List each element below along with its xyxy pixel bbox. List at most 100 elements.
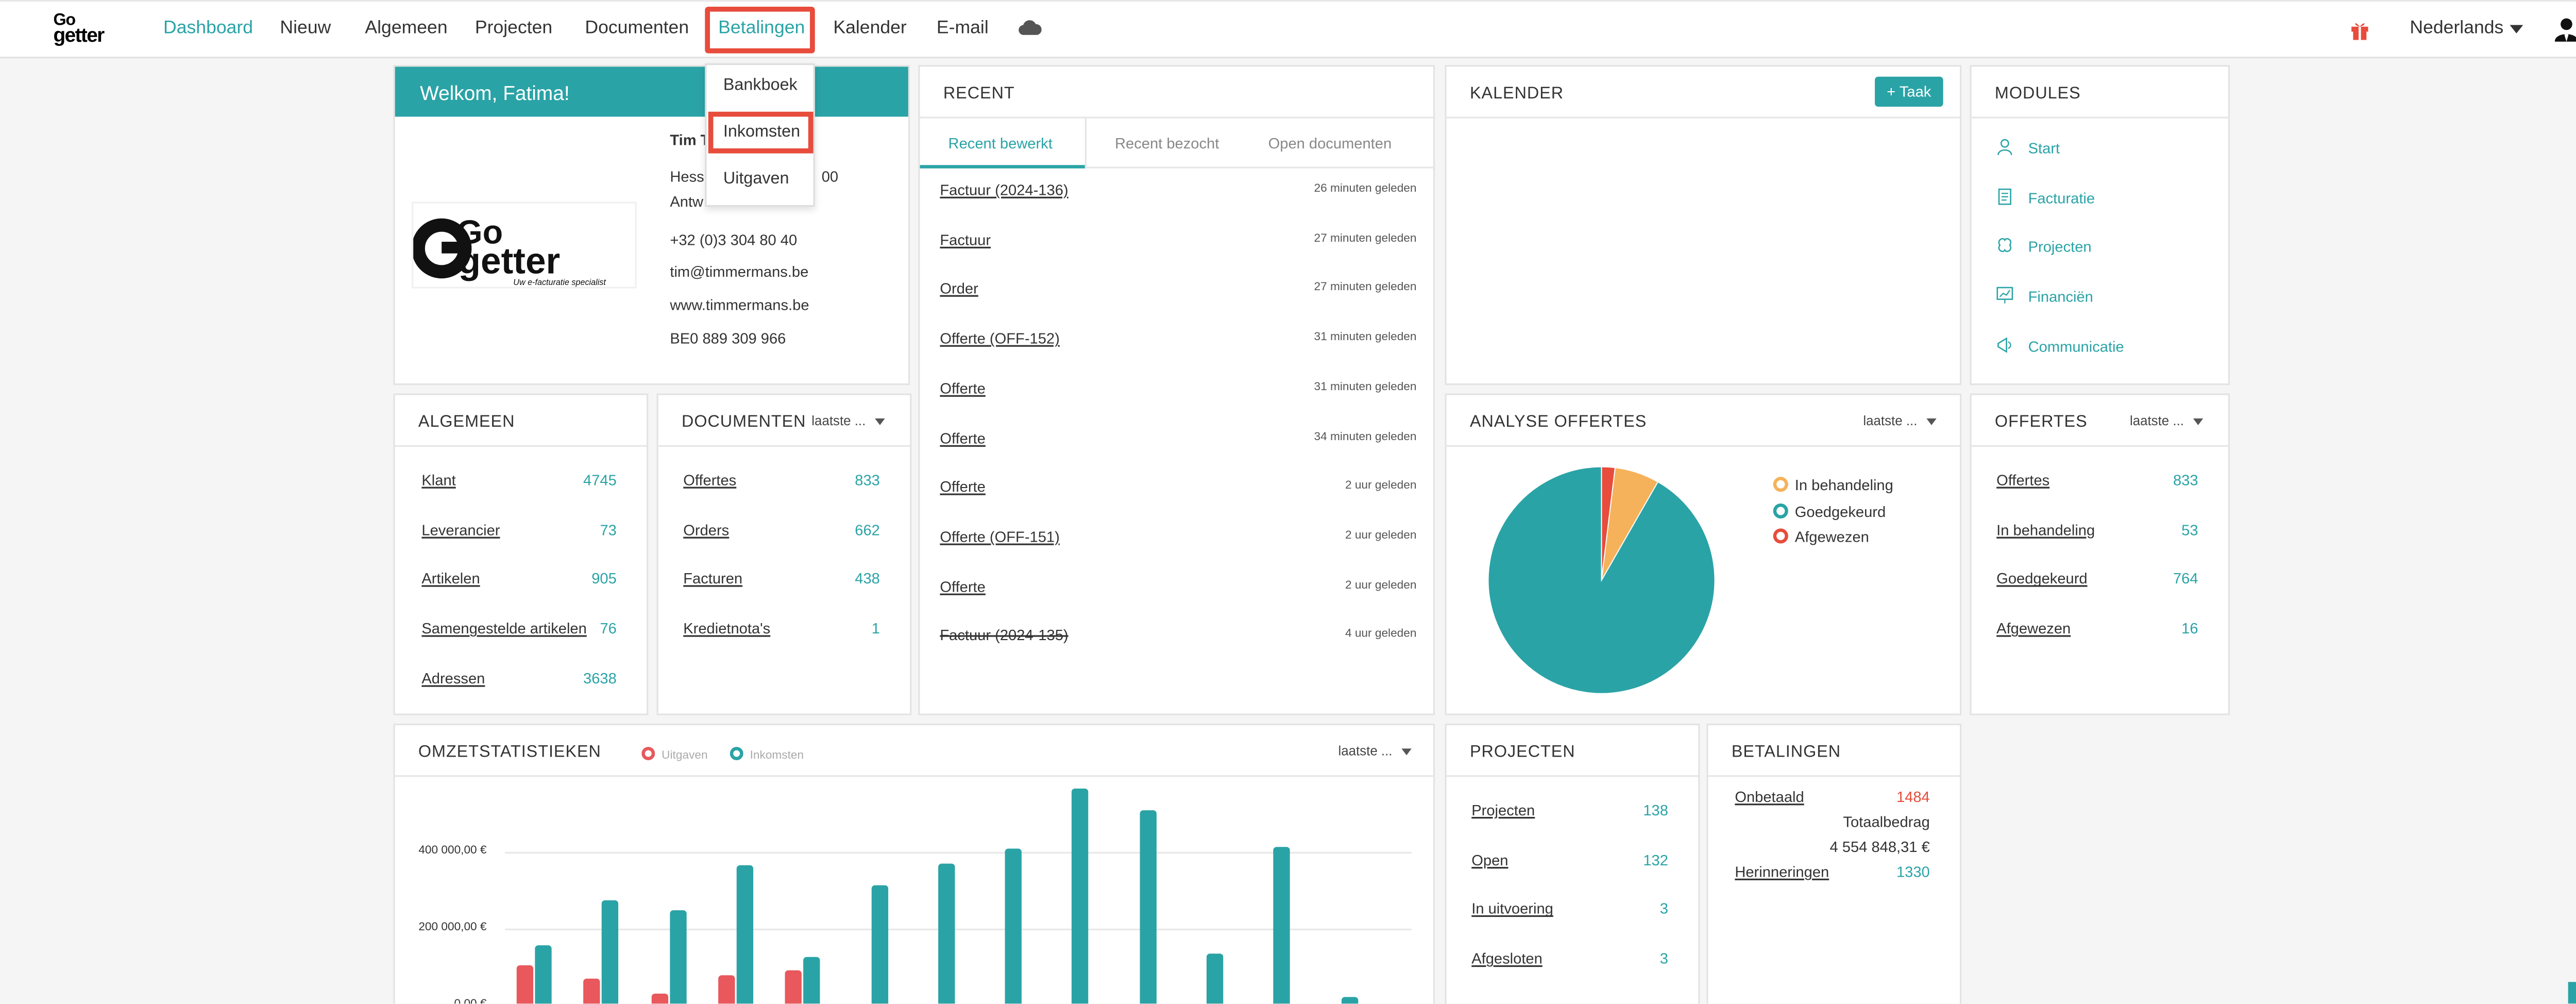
herinneringen-link[interactable]: Herinneringen	[1735, 863, 1829, 880]
menu-item-bankboek[interactable]: Bankboek	[723, 76, 798, 95]
logo-tagline: Uw e-facturatie specialist	[513, 278, 606, 287]
bar-inkomsten[interactable]	[1005, 848, 1022, 1004]
chevron-down-icon	[2510, 24, 2524, 33]
tab-divider	[1084, 118, 1087, 169]
welcome-panel: Welkom, Fatima! Go getter Uw e-facturati…	[393, 65, 910, 386]
module-financien[interactable]: Financiën	[1996, 287, 2093, 305]
nav-algemeen[interactable]: Algemeen	[365, 18, 448, 39]
module-projecten[interactable]: Projecten	[1996, 237, 2092, 255]
gift-icon[interactable]	[2350, 20, 2370, 40]
documenten-row-link[interactable]: Kredietnota's	[683, 620, 771, 637]
legend-dot-red	[1773, 528, 1788, 544]
offertes-row-link[interactable]: Afgewezen	[1996, 620, 2071, 637]
projecten-row-link[interactable]: Projecten	[1471, 801, 1535, 819]
menu-item-uitgaven[interactable]: Uitgaven	[723, 170, 789, 189]
logo-text-getter: getter	[53, 23, 105, 47]
cloud-icon[interactable]	[1018, 20, 1042, 35]
recent-item-link[interactable]: Offerte	[940, 478, 986, 496]
documenten-row-link[interactable]: Orders	[683, 521, 730, 538]
offertes-row-link[interactable]: In behandeling	[1996, 521, 2095, 538]
kalender-header: KALENDER + Taak	[1446, 66, 1960, 119]
algemeen-row-count: 73	[600, 521, 617, 538]
module-communicatie[interactable]: Communicatie	[1996, 337, 2124, 355]
logo-text-go: Go	[53, 11, 76, 30]
offertes-filter-select[interactable]: laatste ...	[2130, 413, 2204, 428]
menu-item-inkomsten[interactable]: Inkomsten	[723, 123, 801, 142]
bar-inkomsten[interactable]	[535, 946, 552, 1004]
recent-item-link[interactable]: Order	[940, 280, 978, 298]
nav-dashboard[interactable]: Dashboard	[163, 18, 253, 39]
tab-recent-bewerkt[interactable]: Recent bewerkt	[948, 135, 1053, 152]
omzet-header: OMZETSTATISTIEKEN Uitgaven Inkomsten laa…	[395, 725, 1433, 777]
algemeen-row-link[interactable]: Samengestelde artikelen	[421, 620, 587, 637]
user-icon[interactable]	[2554, 16, 2576, 42]
bar-inkomsten[interactable]	[602, 899, 619, 1004]
bar-inkomsten[interactable]	[1139, 810, 1157, 1004]
documenten-row-link[interactable]: Facturen	[683, 571, 743, 588]
recent-item-link[interactable]: Offerte	[940, 379, 986, 397]
nav-projecten[interactable]: Projecten	[474, 18, 553, 39]
tab-open-documenten[interactable]: Open documenten	[1268, 135, 1392, 152]
omzet-legend-uitgaven[interactable]: Uitgaven	[641, 747, 708, 762]
recent-item-link[interactable]: Offerte	[940, 429, 986, 446]
chevron-down-icon	[2194, 418, 2204, 425]
bar-inkomsten[interactable]	[803, 957, 821, 1004]
module-projecten-label: Projecten	[2028, 238, 2092, 255]
bar-inkomsten[interactable]	[871, 884, 888, 1004]
nav-betalingen[interactable]: Betalingen	[718, 18, 805, 39]
bar-uitgaven[interactable]	[718, 975, 735, 1004]
bar-inkomsten[interactable]	[1274, 846, 1291, 1004]
recent-header: RECENT	[920, 66, 1433, 119]
module-facturatie[interactable]: Facturatie	[1996, 188, 2095, 207]
offertes-pie-chart[interactable]	[1485, 463, 1718, 697]
onbetaald-link[interactable]: Onbetaald	[1735, 789, 1804, 806]
bar-inkomsten[interactable]	[736, 865, 753, 1004]
bar-inkomsten[interactable]	[669, 909, 686, 1004]
recent-item-link[interactable]: Factuur	[940, 231, 991, 248]
algemeen-row-link[interactable]: Adressen	[421, 670, 485, 687]
omzet-bar-chart[interactable]: 0,00 € 200 000,00 € 400 000,00 €	[395, 779, 1433, 1004]
tab-recent-bezocht[interactable]: Recent bezocht	[1115, 135, 1219, 152]
language-select[interactable]: Nederlands	[2410, 18, 2524, 39]
projecten-row-link[interactable]: Afgesloten	[1471, 950, 1543, 967]
documenten-filter-select[interactable]: laatste ...	[811, 413, 886, 428]
algemeen-row-link[interactable]: Artikelen	[421, 571, 480, 588]
nav-documenten[interactable]: Documenten	[585, 18, 689, 39]
language-label: Nederlands	[2410, 18, 2504, 39]
nav-email[interactable]: E-mail	[936, 18, 989, 39]
bar-uitgaven[interactable]	[785, 970, 802, 1004]
algemeen-row-link[interactable]: Klant	[421, 472, 456, 489]
projecten-row-link[interactable]: In uitvoering	[1471, 901, 1553, 918]
omzet-legend-inkomsten[interactable]: Inkomsten	[730, 747, 804, 762]
bar-uitgaven[interactable]	[584, 978, 601, 1004]
recent-item-link[interactable]: Factuur (2024-136)	[940, 181, 1069, 198]
recent-item-link[interactable]: Offerte (OFF-151)	[940, 528, 1060, 545]
offertes-row-link[interactable]: Offertes	[1996, 472, 2050, 489]
recent-item-link[interactable]: Offerte	[940, 578, 986, 595]
y-tick-label: 0,00 €	[398, 999, 487, 1004]
documenten-row-link[interactable]: Offertes	[683, 472, 737, 489]
bar-uitgaven[interactable]	[516, 965, 534, 1004]
bar-inkomsten[interactable]	[1072, 789, 1089, 1004]
projecten-row-link[interactable]: Open	[1471, 851, 1509, 868]
pie-slice-in-behandeling[interactable]	[1601, 467, 1659, 581]
gogetter-logo[interactable]: Go getter	[53, 11, 105, 47]
brain-icon	[1998, 238, 2012, 253]
bar-inkomsten[interactable]	[1207, 953, 1224, 1004]
projecten-row-count: 3	[1659, 901, 1668, 918]
scroll-to-top-button[interactable]: ⇱	[2568, 982, 2576, 1004]
algemeen-row-link[interactable]: Leverancier	[421, 521, 500, 538]
offertes-row-link[interactable]: Goedgekeurd	[1996, 571, 2088, 588]
bar-uitgaven[interactable]	[651, 994, 668, 1004]
recent-item-link[interactable]: Offerte (OFF-152)	[940, 330, 1060, 347]
module-start[interactable]: Start	[1996, 138, 2060, 157]
recent-item-link[interactable]: Factuur (2024-135)	[940, 627, 1069, 644]
nav-kalender[interactable]: Kalender	[833, 18, 907, 39]
bar-inkomsten[interactable]	[1341, 997, 1358, 1004]
offertes-header: OFFERTES laatste ...	[1971, 395, 2228, 447]
bar-inkomsten[interactable]	[938, 863, 955, 1004]
analyse-filter-select[interactable]: laatste ...	[1863, 413, 1938, 428]
add-task-button[interactable]: + Taak	[1875, 76, 1943, 107]
omzet-filter-select[interactable]: laatste ...	[1338, 744, 1413, 759]
nav-nieuw[interactable]: Nieuw	[280, 18, 331, 39]
